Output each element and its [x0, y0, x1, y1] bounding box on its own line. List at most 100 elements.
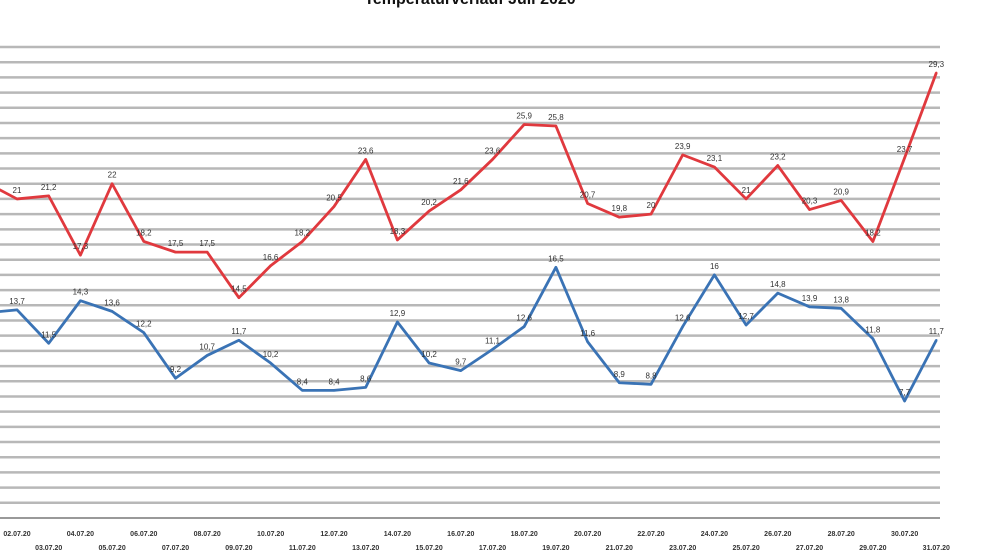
x-tick-label: 11.07.20 [289, 545, 316, 552]
data-label: 29,3 [929, 60, 945, 69]
data-label: 7,7 [899, 388, 911, 397]
data-label: 9,7 [455, 358, 467, 367]
data-point [206, 354, 209, 357]
data-point [523, 123, 526, 126]
data-point [79, 299, 82, 302]
data-point [871, 337, 875, 340]
data-label: 20,9 [833, 187, 849, 196]
data-point [840, 307, 843, 310]
data-point [744, 323, 748, 327]
data-point [396, 320, 399, 324]
data-point [554, 266, 558, 269]
data-label: 13,6 [104, 298, 120, 307]
x-tick-label: 10.07.20 [257, 531, 284, 538]
x-tick-label: 08.07.20 [194, 531, 221, 538]
data-label: 20,7 [580, 190, 596, 199]
data-point [618, 381, 621, 384]
x-tick-label: 24.07.20 [701, 531, 728, 538]
data-label: 11,8 [865, 326, 881, 335]
data-label: 10,2 [263, 350, 279, 359]
data-point [554, 124, 558, 128]
data-point [776, 291, 779, 295]
data-point [713, 273, 716, 277]
x-tick-label: 31.07.20 [923, 545, 950, 552]
data-point [903, 399, 906, 403]
x-tick-label: 21.07.20 [606, 545, 633, 552]
x-tick-label: 16.07.20 [447, 531, 474, 538]
data-label: 11,5 [41, 330, 57, 339]
data-label: 23,1 [707, 154, 723, 163]
data-label: 25,8 [548, 113, 564, 122]
data-point [174, 377, 177, 380]
x-tick-label: 17.07.20 [479, 545, 506, 552]
data-point [459, 369, 462, 372]
data-point [618, 215, 621, 219]
data-point [396, 238, 399, 242]
data-label: 14,8 [770, 280, 786, 289]
x-tick-label: 04.07.20 [67, 531, 94, 538]
x-tick-label: 13.07.20 [352, 545, 379, 552]
data-point [47, 194, 50, 198]
data-label: 12,7 [738, 312, 754, 321]
data-label: 12,9 [390, 309, 406, 318]
data-label: 14,5 [231, 285, 247, 294]
data-point [427, 361, 431, 365]
data-label: 21,6 [453, 177, 469, 186]
data-label: 8,8 [645, 371, 657, 380]
data-label: 16,5 [548, 254, 564, 263]
data-point [110, 310, 114, 313]
data-label: 11,6 [580, 329, 596, 338]
data-label: 23,9 [675, 142, 691, 151]
data-point [776, 164, 779, 167]
data-point [871, 240, 875, 243]
data-point [47, 342, 50, 345]
data-point [903, 156, 906, 160]
x-tick-label: 29.07.20 [859, 545, 886, 552]
data-point [301, 389, 304, 392]
x-tick-label: 02.07.20 [3, 531, 30, 538]
x-tick-label: 23.07.20 [669, 545, 696, 552]
data-label: 17,5 [168, 239, 184, 248]
data-point [15, 308, 19, 312]
data-point [491, 158, 494, 161]
data-label: 8,9 [614, 370, 626, 379]
data-point [713, 165, 716, 169]
data-label: 8,4 [297, 377, 309, 386]
data-label: 10,2 [421, 350, 437, 359]
data-point [206, 250, 209, 254]
data-point [523, 325, 526, 328]
data-point [332, 389, 336, 392]
data-point [459, 188, 462, 192]
data-label: 20,2 [421, 198, 437, 207]
x-tick-label: 20.07.20 [574, 531, 601, 538]
x-tick-label: 07.07.20 [162, 545, 189, 552]
x-tick-label: 09.07.20 [225, 545, 252, 552]
data-label: 18,2 [295, 228, 311, 237]
data-point [15, 197, 19, 201]
data-label: 12,6 [516, 314, 532, 323]
data-label: 12,2 [136, 320, 152, 329]
data-label: 17,3 [73, 242, 89, 251]
data-point [142, 240, 145, 243]
data-point [840, 199, 843, 202]
data-label: 18,3 [390, 227, 406, 236]
data-point [364, 386, 367, 389]
data-label: 13,8 [833, 295, 849, 304]
data-point [808, 305, 811, 309]
data-point [142, 331, 145, 334]
data-label: 25,9 [516, 111, 532, 120]
data-point [269, 264, 272, 267]
data-label: 21,2 [41, 183, 57, 192]
data-point [427, 209, 431, 213]
data-point [681, 153, 684, 157]
x-tick-label: 03.07.20 [35, 545, 62, 552]
data-point [491, 348, 494, 351]
data-point [586, 202, 589, 205]
data-label: 11,1 [485, 336, 501, 345]
x-tick-label: 22.07.20 [637, 531, 664, 538]
data-label: 23,6 [358, 146, 374, 155]
data-point [364, 158, 367, 161]
data-point [744, 197, 748, 201]
x-tick-label: 25.07.20 [732, 545, 759, 552]
x-tick-label: 05.07.20 [98, 545, 125, 552]
